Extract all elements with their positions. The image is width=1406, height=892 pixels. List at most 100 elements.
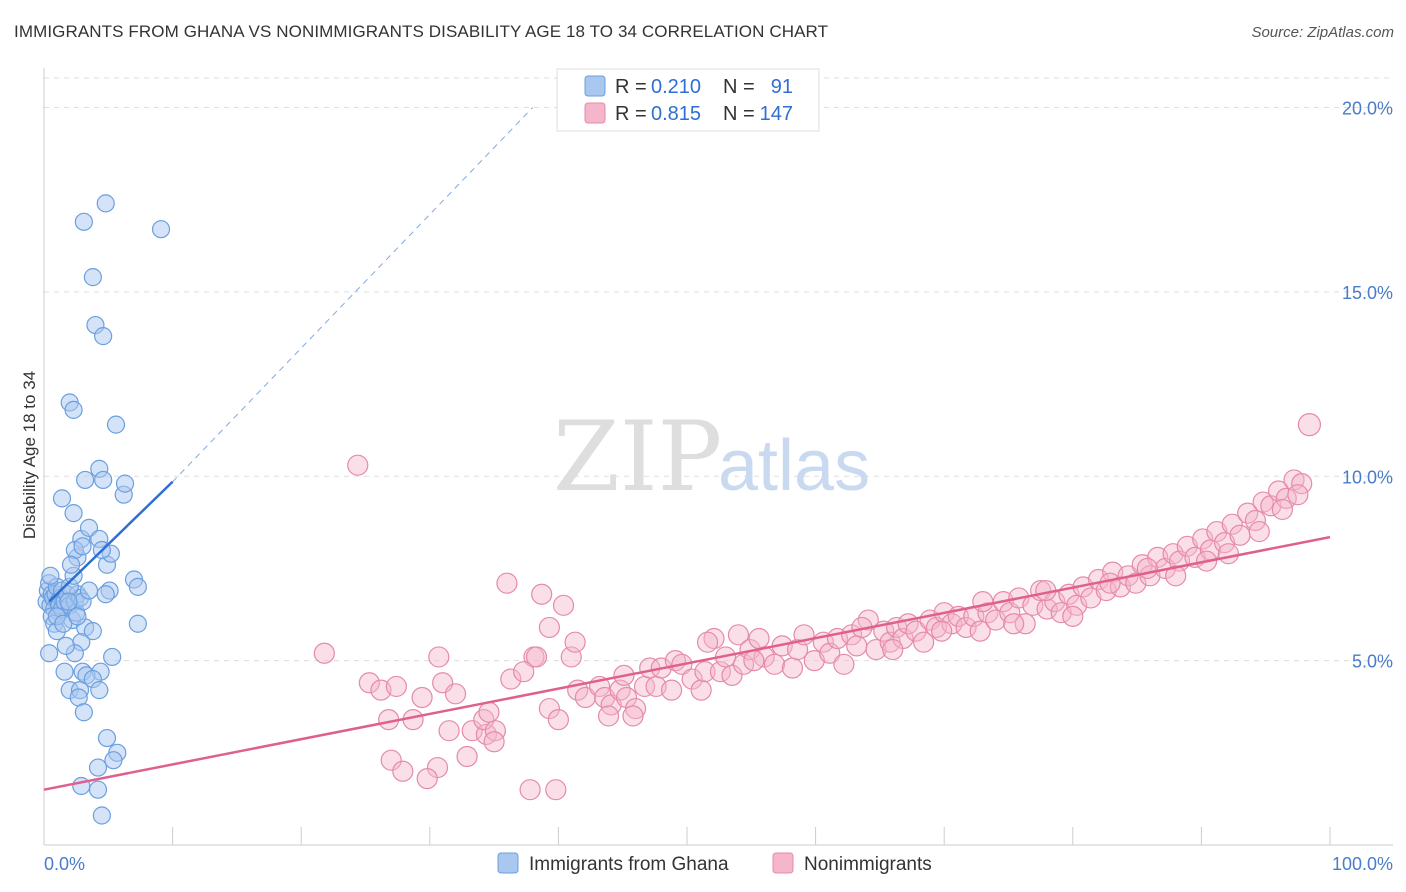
ghana-point-51 — [151, 220, 171, 239]
y-tick-label-0: 5.0% — [1352, 652, 1393, 672]
watermark-zip: ZIP — [553, 401, 722, 513]
nonimmigrants-point-133 — [696, 631, 719, 653]
ghana-trend-line — [48, 480, 174, 603]
grid-layer — [44, 77, 1393, 662]
nonimmigrants-point-139 — [1003, 613, 1025, 635]
ghana-point-50 — [96, 194, 115, 213]
nonimmigrants-point-69 — [833, 653, 855, 675]
nonimmigrants-point-137 — [931, 620, 953, 642]
nonimmigrants-point-15 — [461, 720, 483, 742]
nonimmigrants-point-131 — [1291, 473, 1313, 495]
ghana-point-71 — [103, 647, 122, 667]
legend-r-label-ghana: R = — [615, 76, 647, 98]
chart-title: IMMIGRANTS FROM GHANA VS NONIMMIGRANTS D… — [14, 22, 829, 41]
nonimmigrants-point-151 — [622, 705, 644, 727]
ghana-point-58 — [128, 614, 147, 633]
nonimmigrants-point-132 — [1297, 413, 1322, 437]
y-tick-label-2: 15.0% — [1342, 283, 1393, 303]
nonimmigrants-point-7 — [392, 760, 414, 782]
nonimmigrants-point-86 — [955, 616, 977, 639]
ghana-point-43 — [106, 415, 126, 434]
nonimmigrants-point-29 — [552, 594, 575, 616]
ghana-point-46 — [74, 212, 93, 231]
nonimmigrants-point-149 — [1287, 484, 1309, 506]
watermark: ZIP atlas — [553, 401, 870, 513]
ghana-point-32 — [54, 614, 73, 633]
ghana-point-30 — [40, 644, 59, 663]
ghana-point-90 — [59, 592, 78, 611]
ghana-point-77 — [74, 703, 93, 722]
nonimmigrants-point-71 — [846, 635, 868, 657]
bottom-legend-label-nonimmigrants: Nonimmigrants — [804, 854, 932, 875]
nonimmigrants-point-116 — [1176, 535, 1198, 557]
source-label: Source: ZipAtlas.com — [1251, 24, 1394, 41]
ghana-point-39 — [64, 504, 83, 523]
ghana-point-57 — [128, 577, 147, 596]
y-tick-labels: 5.0% 10.0% 15.0% 20.0% — [1342, 99, 1393, 672]
nonimmigrants-point-80 — [913, 631, 935, 653]
ghana-point-14 — [41, 566, 60, 585]
nonimmigrants-point-6 — [380, 749, 402, 771]
nonimmigrants-point-11 — [428, 646, 450, 668]
ghana-point-79 — [90, 681, 109, 700]
nonimmigrants-point-9 — [411, 686, 433, 709]
nonimmigrants-point-88 — [969, 620, 991, 642]
bottom-legend-label-ghana: Immigrants from Ghana — [529, 854, 729, 875]
trend-lines — [43, 107, 1331, 791]
y-tick-label-1: 10.0% — [1342, 467, 1393, 487]
nonimmigrants-point-55 — [727, 624, 750, 646]
nonimmigrants-point-45 — [660, 679, 683, 701]
nonimmigrants-point-33 — [574, 686, 597, 709]
nonimmigrants-point-28 — [545, 779, 567, 801]
nonimmigrants-point-21 — [496, 572, 518, 594]
nonimmigrants-point-120 — [1206, 520, 1228, 543]
series-legend: Immigrants from Ghana Nonimmigrants — [497, 852, 932, 875]
nonimmigrants-point-122 — [1221, 513, 1243, 535]
ghana-point-61 — [73, 537, 92, 556]
watermark-atlas: atlas — [718, 426, 870, 506]
nonimmigrants-point-49 — [690, 679, 712, 701]
ghana-point-53 — [115, 474, 135, 493]
nonimmigrants-point-0 — [313, 642, 335, 664]
nonimmigrants-point-121 — [1213, 532, 1236, 554]
ghana-point-89 — [79, 581, 99, 600]
y-axis-label: Disability Age 18 to 34 — [20, 371, 39, 539]
legend-swatch-ghana — [584, 75, 606, 97]
nonimmigrants-point-138 — [972, 591, 994, 613]
nonimmigrants-point-147 — [1248, 520, 1270, 543]
nonimmigrants-point-136 — [882, 638, 904, 661]
nonimmigrants-point-48 — [681, 668, 703, 690]
nonimmigrants-point-50 — [694, 661, 716, 683]
nonimmigrants-point-146 — [1217, 543, 1240, 565]
nonimmigrants-point-5 — [385, 675, 407, 698]
legend-r-value-nonimmigrants: 0.815 — [651, 103, 701, 125]
ghana-point-62 — [61, 555, 81, 574]
ghana-point-88 — [68, 607, 87, 626]
nonimmigrants-point-129 — [1275, 487, 1297, 509]
x-tick-label-min: 0.0% — [44, 854, 85, 874]
ghana-point-40 — [76, 470, 95, 490]
nonimmigrants-point-99 — [1050, 602, 1072, 624]
ghana-point-73 — [55, 662, 74, 681]
nonimmigrants-point-1 — [347, 454, 369, 476]
nonimmigrants-point-14 — [456, 745, 478, 768]
nonimmigrants-point-79 — [905, 620, 927, 642]
nonimmigrants-point-156 — [416, 768, 438, 790]
ghana-point-65 — [96, 585, 115, 604]
legend-n-label-nonimmigrants: N = — [723, 103, 755, 125]
stats-legend: R = 0.210 N = 91 R = 0.815 N = 147 — [556, 68, 820, 132]
x-tick-label-max: 100.0% — [1332, 854, 1393, 874]
nonimmigrants-point-2 — [358, 672, 380, 694]
ghana-trend-extension — [172, 107, 534, 483]
ghana-point-38 — [52, 489, 72, 508]
ghana-point-37 — [79, 518, 99, 537]
nonimmigrants-point-97 — [1036, 598, 1058, 620]
legend-swatch-nonimmigrants — [584, 102, 606, 124]
ghana-point-87 — [83, 622, 102, 641]
nonimmigrants-point-20 — [500, 668, 522, 690]
nonimmigrants-point-60 — [763, 653, 786, 675]
ghana-point-48 — [94, 327, 113, 346]
nonimmigrants-trend-line — [43, 535, 1331, 791]
legend-n-label-ghana: N = — [723, 76, 755, 98]
